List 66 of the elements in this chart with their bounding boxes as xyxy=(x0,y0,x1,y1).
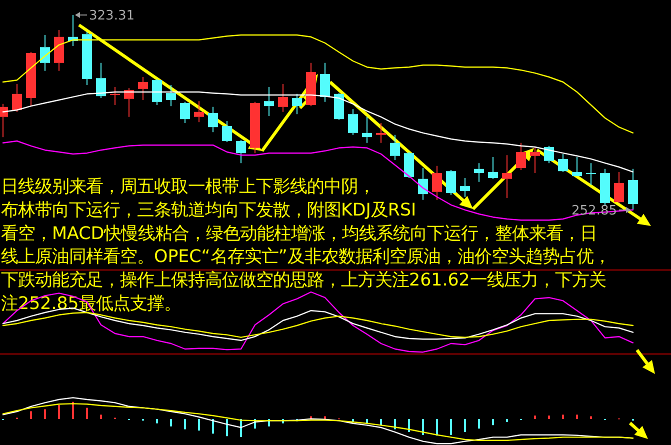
candlestick xyxy=(474,162,484,182)
candlestick xyxy=(404,152,414,179)
bar xyxy=(156,419,158,424)
bar xyxy=(72,402,74,419)
bar xyxy=(408,419,410,432)
candlestick xyxy=(138,76,148,100)
bar xyxy=(534,416,536,419)
candlestick xyxy=(152,78,162,106)
bar xyxy=(170,419,172,426)
text: 看空，MACD快慢线粘合，绿色动能柱增涨，均线系统向下运行，整体来看，日 xyxy=(1,224,598,244)
annotation: 布林带向下运行，三条轨道均向下发散，附图KDJ及RSI xyxy=(1,200,416,220)
annotation: 日线级别来看，周五收取一根带上下影线的中阴， xyxy=(1,177,375,197)
candlestick xyxy=(488,156,498,180)
bar xyxy=(86,408,88,419)
candlestick xyxy=(614,171,624,204)
bar xyxy=(548,416,550,419)
bar xyxy=(198,419,200,431)
candlestick xyxy=(222,120,232,143)
candlestick xyxy=(278,83,288,112)
candlestick xyxy=(250,101,260,154)
candlestick xyxy=(40,34,50,72)
bar xyxy=(422,419,424,435)
bar xyxy=(576,414,578,419)
candlestick xyxy=(558,153,568,172)
bar xyxy=(58,404,60,419)
bar xyxy=(380,419,382,426)
candlestick xyxy=(348,108,358,136)
bar xyxy=(226,419,228,436)
candlestick xyxy=(628,168,638,210)
text: 下跌动能充足，操作上保持高位做空的思路，上方关注261.62一线压力，下方关 xyxy=(1,270,606,291)
text: 线上原油同样看空。OPEC“名存实亡”及非农数据利空原油，油价空头趋势占优， xyxy=(1,247,610,268)
candlestick xyxy=(530,146,540,174)
bar xyxy=(450,419,452,435)
candlestick xyxy=(54,29,64,72)
candlestick xyxy=(26,52,36,107)
bar xyxy=(562,414,564,419)
candlestick xyxy=(390,134,400,161)
bar xyxy=(184,419,186,430)
candlestick xyxy=(264,86,274,117)
bar xyxy=(436,419,438,436)
bar xyxy=(590,416,592,419)
bar xyxy=(44,409,46,419)
candlestick xyxy=(376,122,386,144)
candlestick xyxy=(446,170,456,196)
bar xyxy=(478,419,480,429)
candlestick xyxy=(194,100,204,123)
bar xyxy=(506,419,508,422)
candlestick xyxy=(586,162,596,186)
candlestick xyxy=(516,142,526,171)
bar xyxy=(464,419,466,432)
bar xyxy=(30,411,32,419)
candlestick xyxy=(306,62,316,107)
bar xyxy=(100,414,102,419)
candlestick xyxy=(124,88,134,118)
bar xyxy=(212,419,214,434)
candlestick xyxy=(96,62,106,99)
candlestick xyxy=(502,154,512,198)
candlestick xyxy=(236,140,246,164)
candlestick xyxy=(180,101,190,124)
candlestick xyxy=(208,106,218,133)
candlestick xyxy=(460,178,470,198)
candlestick xyxy=(362,116,372,144)
candlestick xyxy=(334,92,344,120)
annotation: 323.31 xyxy=(89,8,134,24)
bar xyxy=(492,419,494,426)
candlestick xyxy=(320,62,330,102)
